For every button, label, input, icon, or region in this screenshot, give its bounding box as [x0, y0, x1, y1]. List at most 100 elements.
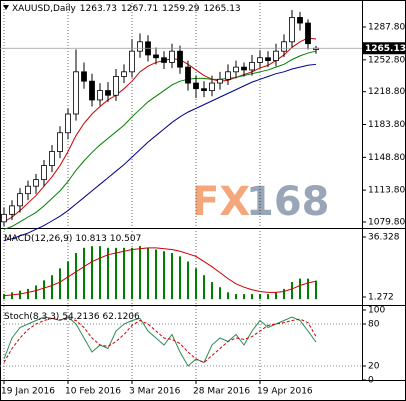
macd-bar — [131, 247, 133, 300]
macd-bar — [43, 280, 45, 300]
macd-bar — [251, 294, 253, 300]
watermark-fx: FX — [192, 179, 250, 225]
macd-bar — [107, 247, 109, 300]
macd-bar — [283, 288, 285, 300]
macd-bar — [203, 275, 205, 300]
macd-title: MACD(12,26,9) — [4, 234, 72, 244]
macd-bar — [243, 294, 245, 300]
candle-body — [169, 50, 175, 63]
macd-bar — [187, 261, 189, 300]
candle-body — [217, 78, 223, 84]
macd-bar — [291, 282, 293, 300]
x-tick-label: 19 Jan 2016 — [1, 387, 55, 397]
candle-body — [33, 179, 39, 187]
candle-body — [1, 213, 7, 223]
macd-bar — [275, 292, 277, 300]
candle-body — [153, 54, 159, 59]
macd-bar — [19, 290, 21, 300]
watermark-number: 168 — [246, 179, 330, 225]
candle-body — [57, 132, 63, 152]
candle-body — [297, 17, 303, 24]
x-tick-label: 19 Apr 2016 — [257, 387, 313, 397]
macd-bar — [147, 247, 149, 300]
symbol-icon — [3, 5, 9, 10]
stoch-signal-line — [3, 317, 317, 364]
candle-body — [129, 50, 135, 73]
candle-body — [305, 22, 311, 45]
close: 1265.13 — [203, 4, 240, 14]
y-tick-label: 1183.80 — [368, 120, 405, 130]
macd-bar — [211, 282, 213, 300]
macd-header: MACD(12,26,9) 10.813 10.507 — [4, 234, 141, 244]
candle-body — [257, 57, 263, 63]
macd-bar — [3, 294, 5, 300]
x-tick-label: 10 Feb 2016 — [65, 387, 121, 397]
candle-body — [105, 90, 111, 96]
macd-bar — [267, 294, 269, 300]
macd-signal-line — [3, 247, 317, 297]
macd-bar — [179, 256, 181, 300]
candle-body — [193, 82, 199, 90]
signal-value: 10.507 — [110, 234, 142, 244]
high: 1267.71 — [121, 4, 158, 14]
candle-body — [241, 66, 247, 71]
candle-body — [289, 17, 295, 43]
macd-bar — [307, 278, 309, 300]
candle-body — [265, 57, 271, 61]
macd-bar — [299, 278, 301, 300]
candle-body — [113, 76, 119, 96]
macd-bar — [59, 268, 61, 300]
candle-body — [281, 41, 287, 52]
y-tick-label: 1252.80 — [368, 55, 405, 65]
macd-bar — [115, 247, 117, 300]
moving-average — [3, 37, 317, 223]
candle-body — [137, 41, 143, 52]
candle-body — [97, 90, 103, 101]
macd-bar — [91, 246, 93, 300]
macd-bar — [27, 288, 29, 300]
macd-bar — [123, 247, 125, 300]
moving-average — [3, 63, 317, 242]
y-tick-label: 36.328 — [368, 233, 400, 243]
low: 1259.29 — [162, 4, 199, 14]
candle-body — [201, 88, 207, 91]
candle-body — [273, 50, 279, 61]
macd-bar — [99, 246, 101, 300]
candle-body — [249, 62, 255, 71]
macd-bar — [227, 292, 229, 300]
moving-average — [3, 50, 317, 230]
macd-bar — [67, 261, 69, 300]
candle-body — [233, 66, 239, 73]
candle-body — [17, 193, 23, 207]
stoch-header: Stoch(8,3,3) 54.2136 62.1206 — [4, 312, 140, 322]
candle-body — [41, 165, 47, 181]
macd-bar — [155, 249, 157, 300]
macd-bar — [259, 294, 261, 300]
candle-body — [225, 71, 231, 80]
y-tick-label: 1287.80 — [368, 23, 405, 33]
y-tick-label: 1218.80 — [368, 87, 405, 97]
candle-body — [49, 151, 55, 166]
macd-bar — [171, 252, 173, 300]
stoch-title: Stoch(8,3,3) — [4, 312, 59, 322]
macd-bar — [219, 287, 221, 300]
last-price-label: 1265.13 — [365, 44, 406, 54]
candle-body — [161, 57, 167, 63]
macd-bar — [75, 252, 77, 300]
macd-bar — [163, 251, 165, 300]
candle-body — [209, 82, 215, 91]
macd-value: 10.813 — [75, 234, 107, 244]
candle-body — [65, 113, 71, 134]
stoch-signal-value: 62.1206 — [103, 312, 140, 322]
last-price-box — [362, 42, 406, 55]
y-tick-label: 0 — [368, 376, 374, 386]
macd-bar — [195, 268, 197, 300]
chart-header: XAUUSD,Daily 1263.73 1267.71 1259.29 1265.13 — [12, 4, 241, 14]
x-tick-label: 28 Mar 2016 — [193, 387, 250, 397]
candle-body — [9, 205, 15, 215]
y-tick-label: 1079.80 — [368, 218, 405, 228]
candle-body — [121, 71, 127, 77]
y-tick-label: 1113.80 — [368, 186, 405, 196]
